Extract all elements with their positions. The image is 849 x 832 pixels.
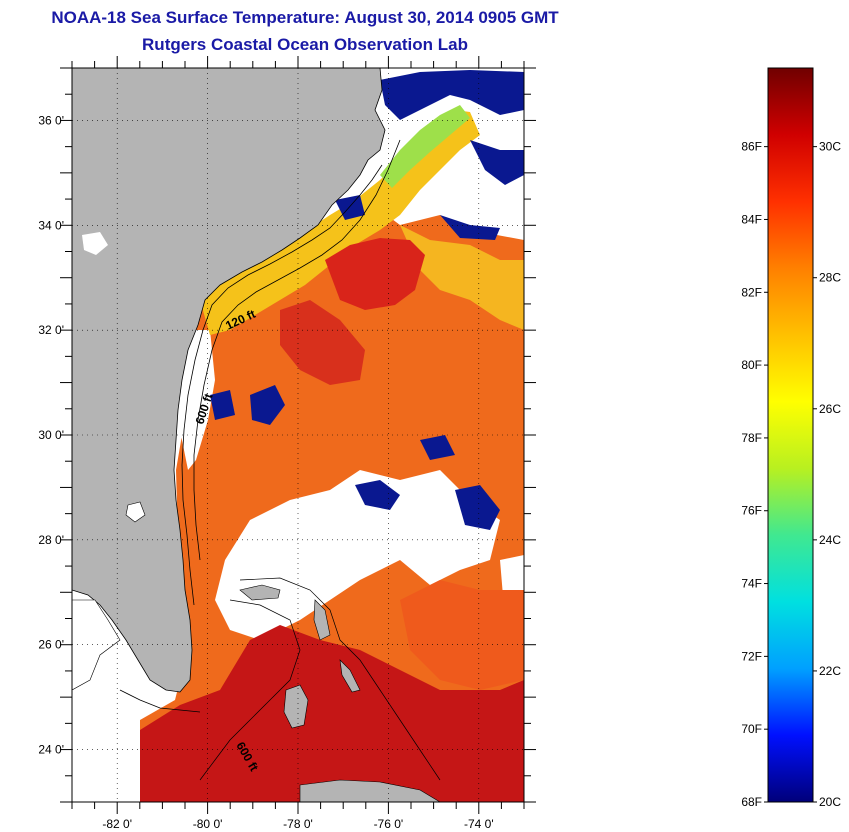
sst-hot-south xyxy=(140,625,524,802)
sst-hot-spot-mid xyxy=(280,300,365,385)
land-white-marsh xyxy=(82,232,108,255)
cold-patch-northeast-2 xyxy=(440,215,500,240)
colorbar-c-label: 28C xyxy=(819,271,841,285)
map-grid xyxy=(72,68,524,802)
land-southeast-us xyxy=(72,68,386,693)
lon-tick-label: -74 0' xyxy=(464,817,494,831)
florida-keys xyxy=(119,689,201,713)
cold-patch-center xyxy=(355,480,400,510)
colorbar xyxy=(767,67,814,803)
lat-tick-label: 26 0' xyxy=(38,638,64,652)
sst-orange-south-east xyxy=(400,580,524,690)
map-subtitle: Rutgers Coastal Ocean Observation Lab xyxy=(142,35,468,54)
lat-tick-label: 24 0' xyxy=(38,743,64,757)
lon-tick-label: -80 0' xyxy=(193,817,223,831)
cold-patch-far-east xyxy=(420,435,455,460)
colorbar-fahrenheit-labels: 86F 84F 82F 80F 78F 76F 74F 72F 70F 68F xyxy=(741,140,762,809)
lat-tick-label: 32 0' xyxy=(38,323,64,337)
sst-green-nearshore xyxy=(380,105,470,188)
colorbar-c-label: 26C xyxy=(819,402,841,416)
contour-bahamas-inner xyxy=(199,599,301,781)
cold-patch-coast xyxy=(335,195,365,220)
contour-120ft xyxy=(181,164,383,606)
cloud-patch-northeast xyxy=(420,170,524,235)
cuba-north-coast xyxy=(299,779,441,802)
lon-tick-label: -82 0' xyxy=(102,817,132,831)
sst-yellow-east xyxy=(400,225,524,330)
colorbar-f-label: 72F xyxy=(741,649,762,663)
longitude-axis: -82 0' -80 0' -78 0' -76 0' -74 0' xyxy=(102,817,493,831)
colorbar-f-label: 80F xyxy=(741,358,762,372)
lon-tick-label: -76 0' xyxy=(374,817,404,831)
cold-patch-east xyxy=(455,485,500,530)
colorbar-f-label: 76F xyxy=(741,504,762,518)
cloud-patch-center xyxy=(215,470,500,640)
cloud-patch-coast xyxy=(180,330,215,470)
colorbar-f-label: 86F xyxy=(741,140,762,154)
cold-patch-northeast xyxy=(470,140,524,185)
bahamas-eleuthera xyxy=(339,659,361,693)
colorbar-f-label: 84F xyxy=(741,212,762,226)
colorbar-f-label: 78F xyxy=(741,431,762,445)
colorbar-f-label: 68F xyxy=(741,795,762,809)
colorbar-c-label: 30C xyxy=(819,140,841,154)
map-title: NOAA-18 Sea Surface Temperature: August … xyxy=(51,8,559,27)
cold-patch-west-2 xyxy=(210,390,235,420)
lake-okeechobee xyxy=(125,501,146,523)
cold-patch-north xyxy=(380,70,524,120)
colorbar-f-label: 70F xyxy=(741,722,762,736)
colorbar-ticks xyxy=(764,146,817,803)
contour-600ft xyxy=(193,139,401,561)
lon-tick-label: -78 0' xyxy=(283,817,313,831)
colorbar-celsius-labels: 30C 28C 26C 24C 22C 20C xyxy=(819,140,841,809)
cold-patch-west xyxy=(250,385,285,425)
map-axis-ticks xyxy=(60,56,536,814)
colorbar-c-label: 20C xyxy=(819,795,841,809)
bahamas-abaco xyxy=(313,599,331,641)
colorbar-c-label: 22C xyxy=(819,664,841,678)
sst-map[interactable]: 120 ft 600 ft 600 ft xyxy=(72,68,524,802)
bahamas-grand-bahama xyxy=(239,584,281,601)
latitude-axis: 36 0' 34 0' 32 0' 30 0' 28 0' 26 0' 24 0' xyxy=(38,113,64,756)
colorbar-f-label: 82F xyxy=(741,285,762,299)
lat-tick-label: 34 0' xyxy=(38,218,64,232)
colorbar-f-label: 74F xyxy=(741,577,762,591)
bahamas-andros xyxy=(283,684,309,729)
lat-tick-label: 36 0' xyxy=(38,113,64,127)
sst-hot-spot-north xyxy=(325,238,425,310)
land-white-florida-west xyxy=(72,599,121,691)
lat-tick-label: 30 0' xyxy=(38,428,64,442)
colorbar-c-label: 24C xyxy=(819,533,841,547)
lat-tick-label: 28 0' xyxy=(38,533,64,547)
contour-bahamas-bank xyxy=(239,577,441,781)
